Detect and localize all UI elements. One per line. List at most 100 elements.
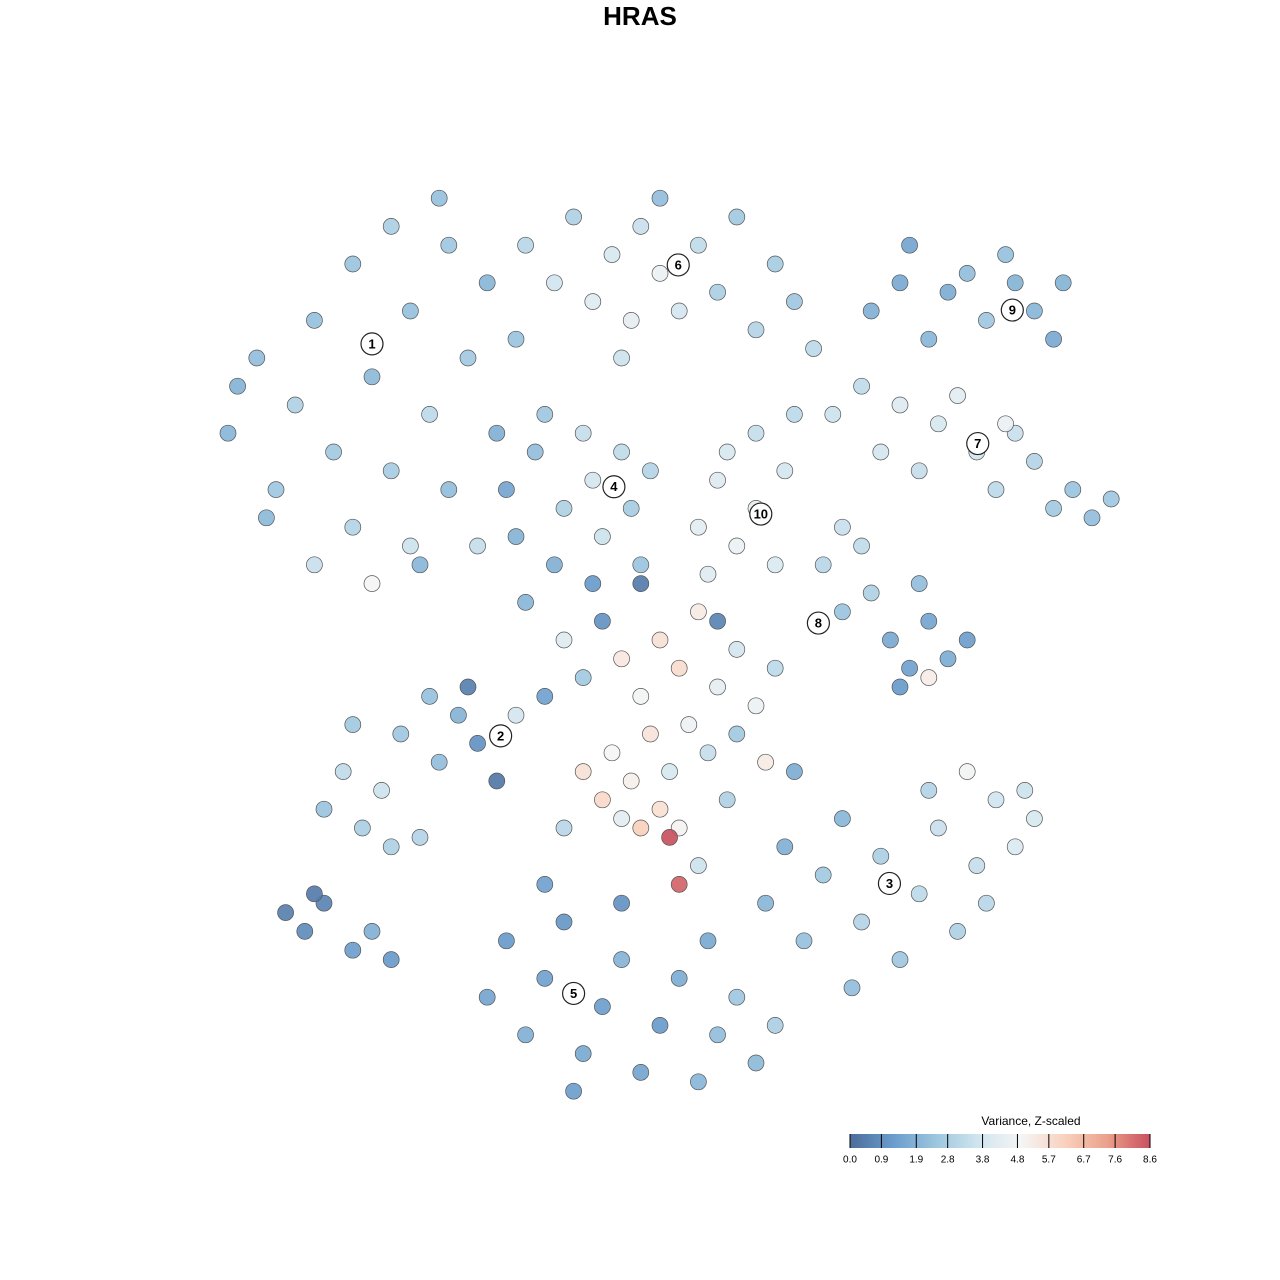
point — [872, 847, 890, 865]
point — [306, 885, 323, 903]
point — [862, 584, 880, 602]
cluster-label: 4 — [610, 479, 618, 494]
point — [488, 424, 506, 442]
point — [363, 923, 381, 940]
point — [670, 876, 688, 893]
point — [891, 274, 909, 292]
point — [939, 650, 957, 668]
point — [920, 782, 938, 799]
colorbar-tick-label: 0.0 — [843, 1155, 857, 1166]
point — [536, 876, 554, 893]
cluster-label: 6 — [675, 257, 682, 272]
point — [709, 1026, 726, 1044]
point — [613, 810, 630, 827]
point — [1026, 302, 1043, 320]
point — [718, 443, 736, 461]
point — [1006, 838, 1024, 856]
colorbar-tick-label: 8.6 — [1143, 1155, 1157, 1166]
point — [565, 1082, 582, 1100]
point — [632, 1064, 650, 1081]
point — [747, 697, 765, 715]
cluster-marker — [1000, 298, 1024, 322]
point — [651, 800, 669, 818]
point — [949, 923, 966, 940]
point — [1054, 274, 1072, 292]
point — [1045, 500, 1062, 517]
point — [776, 462, 794, 480]
point — [450, 706, 467, 724]
point — [699, 744, 717, 762]
point — [632, 218, 650, 235]
point — [834, 518, 851, 536]
point — [574, 669, 592, 686]
point — [344, 716, 362, 733]
point — [661, 829, 678, 846]
point — [459, 678, 477, 696]
point — [853, 537, 870, 555]
point — [670, 659, 688, 677]
colorbar: Variance, Z-scaled 0.0 0.9 1.9 2.8 3.8 4.8 5.7… — [843, 1114, 1157, 1165]
points — [219, 189, 1120, 1100]
point — [574, 424, 592, 442]
point — [373, 782, 390, 799]
point — [642, 725, 659, 743]
cluster-marker — [602, 475, 626, 499]
point — [958, 631, 976, 649]
point — [757, 894, 774, 912]
point — [507, 528, 525, 545]
point — [498, 932, 515, 950]
point — [958, 763, 976, 780]
point — [824, 406, 842, 423]
point — [459, 349, 477, 367]
point — [526, 443, 544, 461]
cluster-label: 3 — [886, 876, 893, 891]
point — [344, 941, 362, 959]
cluster-marker — [877, 871, 902, 896]
point — [613, 951, 630, 968]
point — [728, 208, 746, 226]
point — [344, 518, 362, 536]
point — [613, 650, 630, 668]
point — [690, 236, 707, 254]
point — [930, 819, 947, 837]
point — [594, 528, 611, 545]
point — [296, 923, 314, 940]
point — [382, 838, 400, 856]
point — [478, 274, 496, 292]
point — [574, 763, 592, 780]
point — [939, 283, 957, 301]
point — [584, 575, 602, 592]
point — [325, 443, 342, 461]
point — [517, 236, 534, 254]
point — [488, 772, 506, 790]
point — [997, 415, 1014, 433]
cluster-label: 9 — [1009, 302, 1016, 317]
point — [901, 236, 918, 254]
point — [795, 932, 813, 950]
point — [536, 406, 554, 423]
point — [507, 330, 525, 348]
point — [891, 951, 909, 968]
point — [709, 678, 726, 696]
point — [805, 340, 822, 357]
point — [814, 556, 832, 574]
point — [920, 669, 938, 686]
point — [680, 716, 698, 733]
point — [910, 462, 928, 480]
point — [258, 509, 275, 527]
point — [613, 349, 630, 367]
point — [728, 641, 746, 658]
point — [651, 1017, 669, 1034]
point — [930, 415, 947, 433]
point — [421, 406, 438, 423]
point — [1026, 453, 1043, 470]
point — [978, 894, 995, 912]
point — [430, 189, 448, 207]
point — [776, 838, 794, 856]
point — [248, 349, 266, 367]
point — [728, 988, 746, 1006]
point — [920, 330, 938, 348]
point — [622, 772, 640, 790]
colorbar-tick-label: 2.8 — [941, 1155, 955, 1166]
point — [402, 302, 419, 320]
